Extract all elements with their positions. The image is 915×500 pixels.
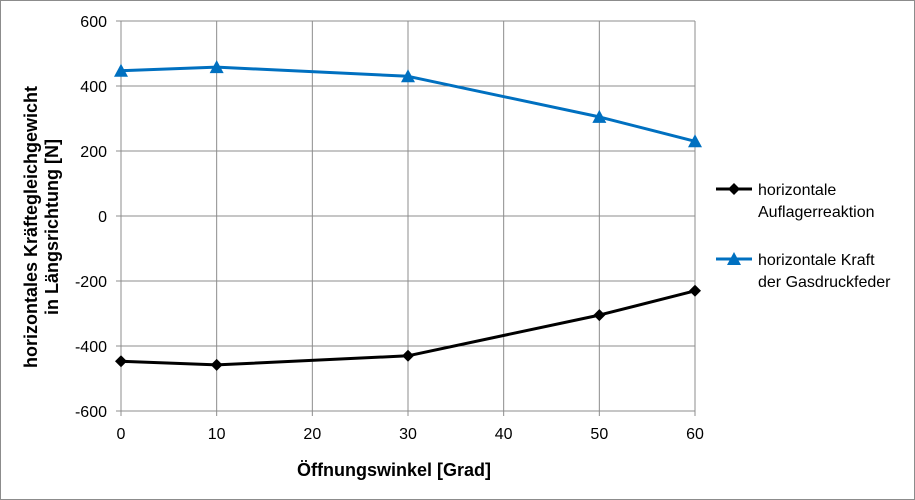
x-tick-label: 40 [495,426,513,443]
diamond-point [115,355,127,368]
diamond-point [402,349,414,362]
legend: horizontale Auflagerreaktion horizontale… [716,182,891,291]
y-tick-label: 200 [80,144,107,161]
triangle-point [209,60,224,74]
grid [120,20,696,412]
y-tick-label: 400 [80,79,107,96]
legend-label-auflagerreaktion-line-1: horizontale [758,182,836,199]
legend-label-gasdruckfeder-line-1: horizontale Kraft [758,252,875,269]
diamond-point [210,358,223,371]
x-tick-label: 20 [303,426,321,443]
y-tick-label: -400 [75,339,107,356]
y-tick-labels: 600 400 200 0 -200 -400 -600 [75,14,107,421]
y-axis-title: horizontales Kräftegleichgewicht in Läng… [21,86,62,368]
y-tick-label: -200 [75,274,107,291]
x-axis-title: Öffnungswinkel [Grad] [297,460,491,480]
triangle-point [114,63,128,77]
legend-entry-auflagerreaktion: horizontale Auflagerreaktion [716,182,875,221]
x-tick-label: 50 [590,426,608,443]
legend-marker-triangle-icon [727,252,741,265]
legend-label-gasdruckfeder-line-2: der Gasdruckfeder [758,274,891,291]
y-tick-label: -600 [75,404,107,421]
x-tick-labels: 0 10 20 30 40 50 60 [117,426,704,443]
diamond-point [689,284,701,297]
triangle-point [592,109,607,123]
triangle-point [401,69,415,83]
y-axis-title-line-1: horizontales Kräftegleichgewicht [21,86,41,368]
diamond-point [593,309,606,322]
y-tick-label: 600 [80,14,107,31]
x-tick-label: 30 [399,426,417,443]
legend-marker-diamond-icon [728,183,740,195]
y-axis-title-line-2: in Längsrichtung [N] [42,139,62,315]
y-tick-label: 0 [98,209,107,226]
legend-label-auflagerreaktion-line-2: Auflagerreaktion [758,204,875,221]
x-tick-label: 10 [208,426,226,443]
x-tick-label: 60 [686,426,704,443]
axes [116,20,696,416]
legend-entry-gasdruckfeder: horizontale Kraft der Gasdruckfeder [716,252,891,291]
series [114,60,702,371]
x-tick-label: 0 [117,426,126,443]
triangle-point [688,134,702,148]
